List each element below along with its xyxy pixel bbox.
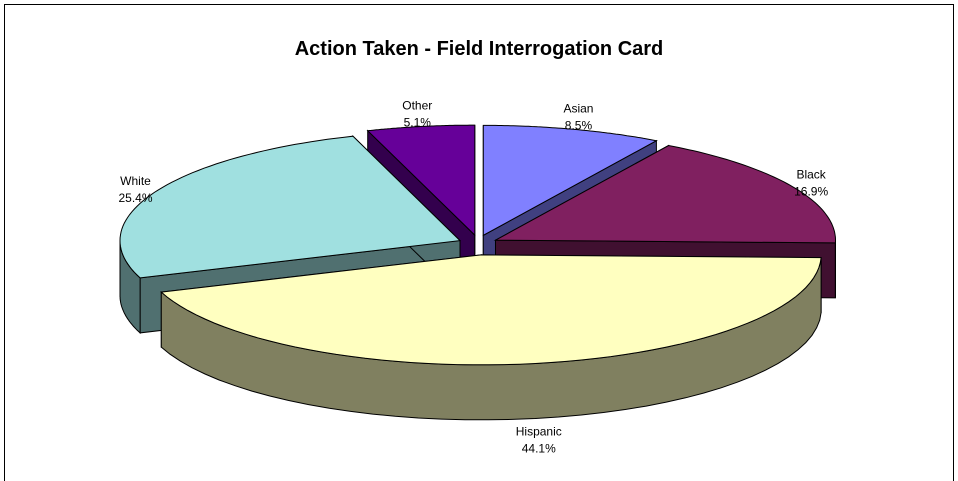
slice-top xyxy=(119,135,462,279)
slice-label: Black xyxy=(796,167,826,181)
labels: Other 5.1% Asian 8.5% Black 16.9% White 25.4% Hi… xyxy=(118,98,828,455)
slice-top xyxy=(493,144,836,244)
pie-slice xyxy=(160,254,822,421)
slice-label: Other xyxy=(402,98,432,112)
slice-top xyxy=(482,124,658,237)
slice-top xyxy=(160,254,822,366)
slice-value-label: 16.9% xyxy=(794,184,828,198)
slice-label: Hispanic xyxy=(516,425,562,439)
slice-label: Asian xyxy=(563,101,593,115)
pie xyxy=(119,124,836,421)
chart-frame xyxy=(4,4,954,481)
chart-title: Action Taken - Field Interrogation Card xyxy=(295,38,664,60)
slice-top xyxy=(366,124,476,237)
slice-value-label: 44.1% xyxy=(522,442,556,456)
slice-value-label: 8.5% xyxy=(565,118,593,132)
slice-value-label: 5.1% xyxy=(404,115,432,129)
slice-label: White xyxy=(120,174,151,188)
slice-value-label: 25.4% xyxy=(118,191,152,205)
